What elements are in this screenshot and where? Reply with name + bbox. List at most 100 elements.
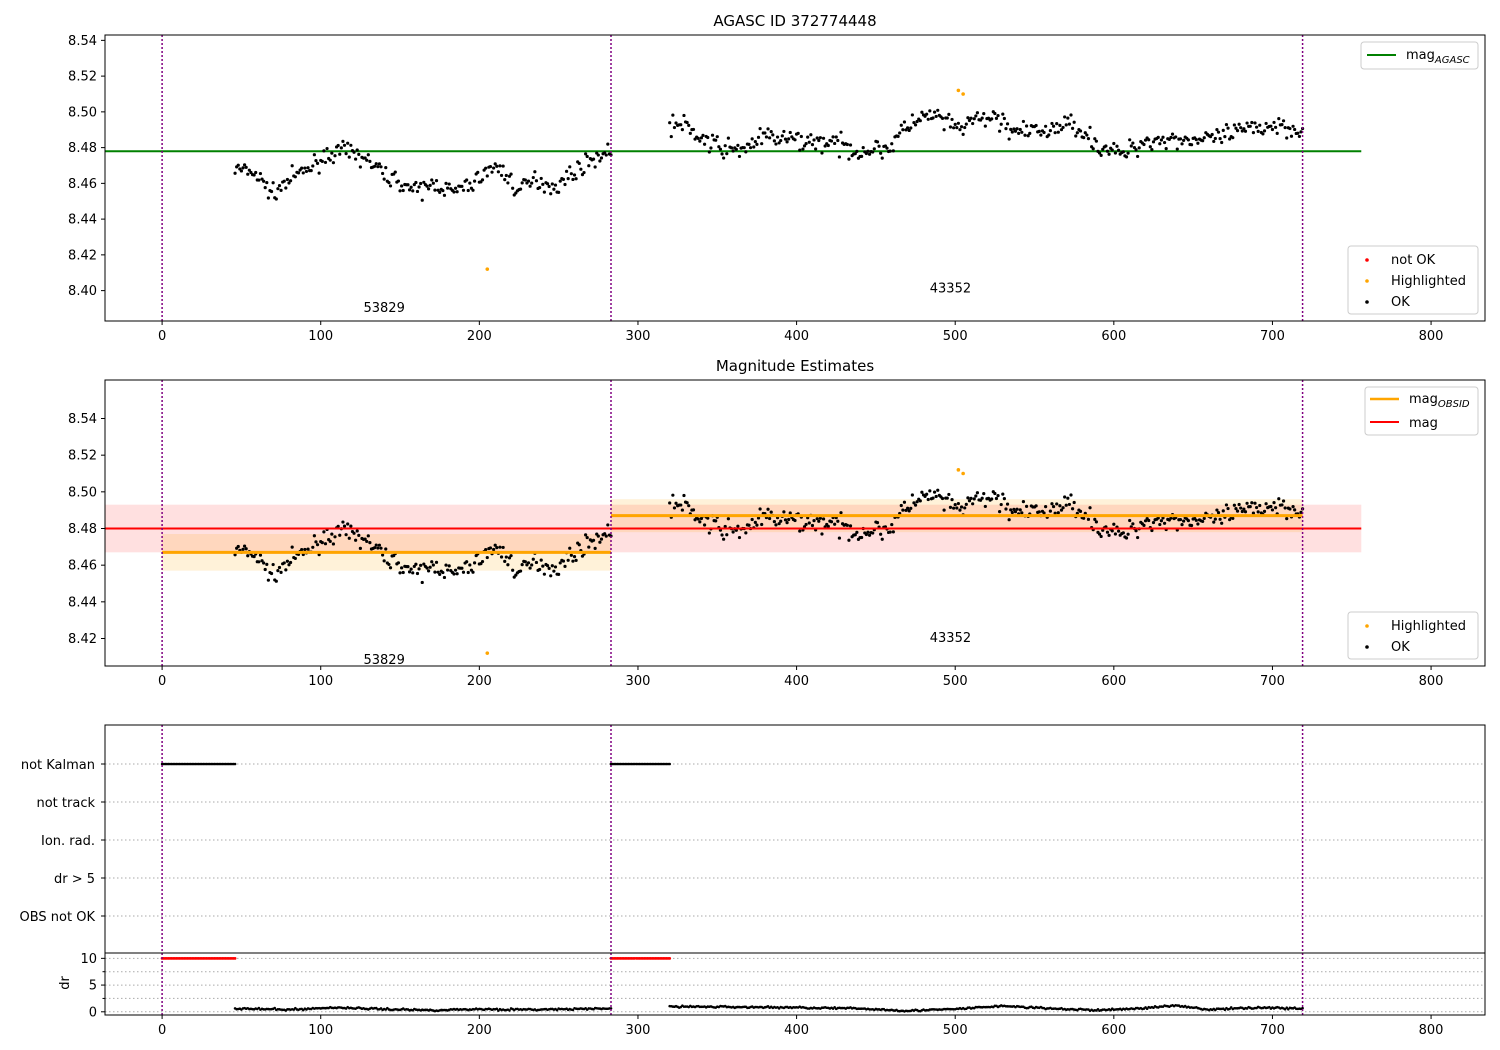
ok-point [534, 560, 539, 565]
ok-point [1124, 536, 1129, 540]
ok-point [1075, 131, 1079, 135]
ok-point [1178, 517, 1183, 522]
ok-point [585, 154, 589, 159]
ok-point [584, 533, 588, 537]
ok-point [357, 533, 361, 538]
ok-point [290, 164, 294, 168]
ok-point [1248, 505, 1252, 509]
ok-point [1044, 505, 1048, 509]
ok-point [910, 113, 914, 117]
ok-point [696, 136, 700, 140]
ok-point [839, 130, 843, 134]
ok-point [1235, 129, 1240, 133]
ok-point [674, 501, 678, 505]
y-tick-label: 8.42 [68, 248, 97, 263]
ok-point [1182, 519, 1186, 523]
ok-point [407, 188, 412, 192]
ok-point [246, 172, 250, 176]
ok-point [1055, 502, 1059, 506]
ok-point [388, 184, 393, 188]
ok-point [952, 126, 956, 130]
ok-point [484, 547, 488, 552]
ok-point [288, 179, 293, 183]
ok-point [442, 575, 447, 580]
ok-point [709, 146, 713, 150]
ok-point [420, 198, 424, 202]
ok-point [672, 125, 677, 130]
x-tick-label: 800 [1419, 329, 1444, 344]
ok-point [285, 559, 290, 563]
ok-point [707, 531, 711, 535]
ok-point [415, 189, 420, 194]
obsid-label: 53829 [363, 301, 404, 316]
ok-point [1254, 125, 1259, 129]
ok-point [980, 496, 984, 500]
ok-point [344, 152, 348, 156]
y-tick-label: 5 [89, 979, 97, 994]
ok-point [1213, 517, 1217, 521]
ok-point [549, 192, 553, 196]
ok-point [1051, 124, 1056, 128]
ok-point [932, 490, 937, 494]
ok-point [679, 503, 683, 507]
ok-point [901, 508, 905, 512]
x-tick-label: 100 [308, 1023, 333, 1038]
ok-point [785, 521, 789, 525]
ok-point [1161, 135, 1165, 139]
ok-point [571, 559, 575, 563]
ok-point [1186, 518, 1190, 523]
highlighted-point [485, 267, 490, 271]
ok-point [523, 560, 527, 564]
ok-point [769, 510, 773, 514]
ok-point [1256, 510, 1260, 514]
ok-point [520, 563, 524, 567]
ok-point [523, 178, 527, 182]
ok-point [484, 166, 488, 170]
ok-point [955, 506, 959, 510]
ok-point [682, 493, 686, 498]
ok-point [1082, 136, 1086, 140]
ok-point [774, 142, 778, 146]
ok-point [285, 177, 290, 182]
ok-point [1216, 511, 1221, 515]
ok-point [910, 493, 914, 497]
ok-point [964, 502, 968, 506]
ok-point [320, 159, 324, 163]
ok-point [990, 117, 994, 121]
ok-point [879, 532, 883, 536]
legend-subscript: OBSID [1438, 399, 1470, 410]
ok-point [1126, 151, 1130, 155]
ok-point [1232, 123, 1236, 127]
ok-point [504, 173, 508, 178]
ok-point [1262, 509, 1267, 513]
ok-point [1299, 130, 1303, 134]
ok-point [1009, 127, 1013, 131]
ok-point [1232, 503, 1236, 507]
ok-point [1134, 148, 1138, 152]
ok-point [314, 158, 318, 163]
ok-point [807, 140, 811, 144]
ok-point [974, 494, 978, 498]
ok-point [669, 134, 673, 139]
ok-point [368, 541, 372, 545]
svg-text:magAGASC: magAGASC [1406, 48, 1470, 66]
ok-point [380, 171, 385, 176]
ok-point [907, 128, 911, 133]
ok-point [1018, 508, 1022, 512]
y-tick-label: 8.54 [68, 412, 97, 427]
ok-point [1047, 133, 1051, 137]
ok-point [520, 181, 524, 185]
ok-point [400, 566, 404, 570]
legend-label: mag [1406, 48, 1435, 63]
ok-point [279, 188, 283, 192]
ok-point [393, 170, 397, 174]
highlighted-point [485, 651, 490, 655]
ok-point [990, 497, 994, 501]
ok-point [431, 181, 435, 185]
ok-point [358, 165, 362, 169]
ok-point [1107, 533, 1111, 537]
ok-point [1231, 136, 1235, 140]
ok-point [1101, 147, 1105, 151]
ok-point [706, 516, 710, 520]
axes-frame [104, 952, 1486, 1016]
